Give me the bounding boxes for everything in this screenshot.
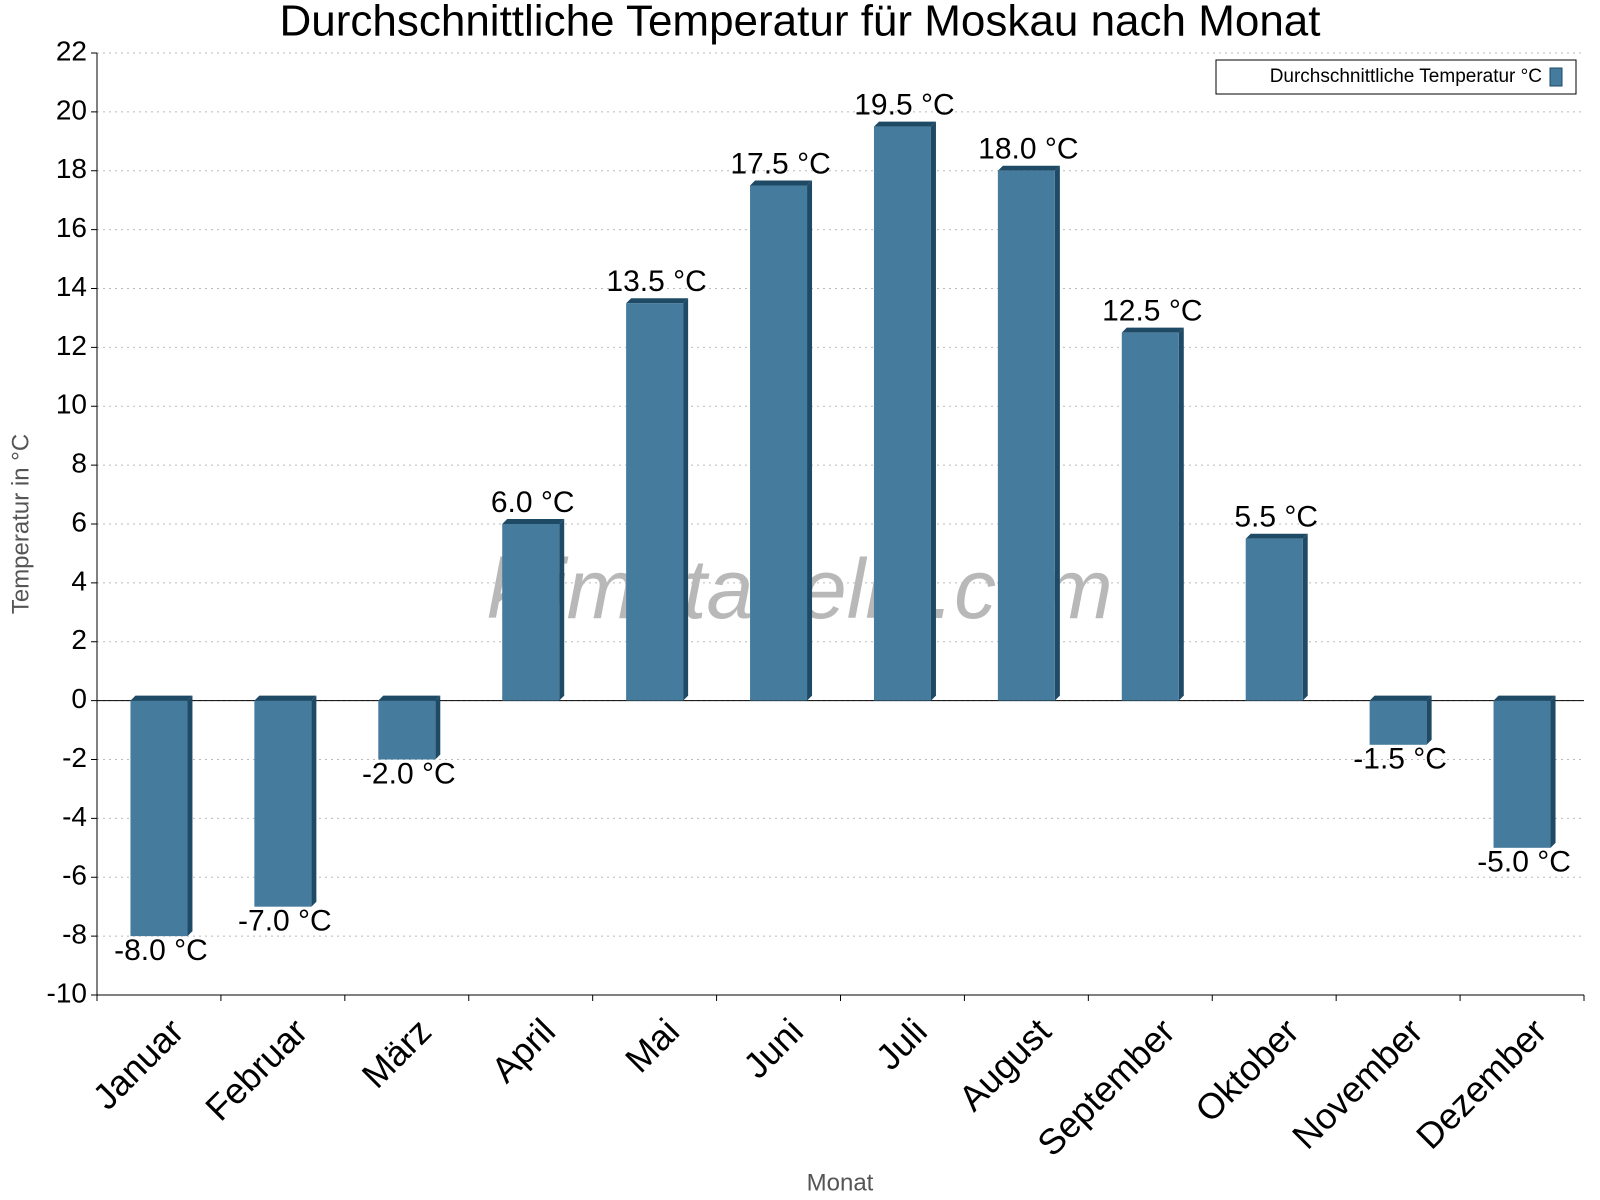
bar <box>626 303 684 701</box>
bar-top <box>1121 327 1184 333</box>
bar <box>873 126 931 701</box>
x-tick-label: November <box>1284 1010 1430 1156</box>
bar-top <box>130 695 193 701</box>
y-tick-label: -4 <box>62 801 87 832</box>
y-tick-label: 16 <box>56 212 87 243</box>
bar <box>750 185 808 701</box>
bar <box>1121 332 1179 701</box>
x-tick-label: Dezember <box>1408 1010 1554 1156</box>
y-tick-label: 14 <box>56 271 87 302</box>
x-tick-label: März <box>354 1010 440 1096</box>
y-tick-label: 22 <box>56 35 87 66</box>
bar-side <box>1178 327 1184 701</box>
value-label: 6.0 °C <box>491 486 575 519</box>
bar-side <box>435 695 441 760</box>
y-axis-label: Temperatur in °C <box>7 434 34 614</box>
x-tick-label: Januar <box>85 1010 192 1117</box>
x-tick-label: Oktober <box>1187 1010 1307 1130</box>
bar-side <box>1426 695 1432 745</box>
bar-side <box>559 519 565 701</box>
y-tick-label: 6 <box>71 506 87 537</box>
y-tick-label: -6 <box>62 860 87 891</box>
y-tick-label: 8 <box>71 448 87 479</box>
legend-box <box>1215 59 1577 95</box>
bar <box>130 700 188 937</box>
y-tick-label: -10 <box>47 977 87 1008</box>
bar <box>378 700 436 760</box>
x-axis-label: Monat <box>807 1169 874 1196</box>
value-label: 12.5 °C <box>1102 295 1202 328</box>
bar-top <box>1245 533 1308 539</box>
bar-side <box>930 121 936 701</box>
x-tick-label: Juli <box>868 1010 935 1077</box>
bar-top <box>378 695 441 701</box>
legend-swatch <box>1549 67 1563 87</box>
bar <box>1493 700 1551 848</box>
y-tick-label: 20 <box>56 94 87 125</box>
y-tick-label: 18 <box>56 153 87 184</box>
x-tick-label: Mai <box>617 1010 687 1080</box>
bar-side <box>187 695 193 937</box>
bar-side <box>683 298 689 701</box>
y-tick-label: -8 <box>62 919 87 950</box>
bar <box>254 700 312 907</box>
bar-side <box>311 695 317 907</box>
y-tick-label: 4 <box>71 565 87 596</box>
bar <box>502 524 560 701</box>
value-label: -5.0 °C <box>1477 846 1571 879</box>
y-tick-label: 10 <box>56 389 87 420</box>
x-tick-label: Februar <box>197 1010 315 1128</box>
bar <box>997 170 1055 701</box>
legend-label: Durchschnittliche Temperatur °C <box>1270 66 1542 87</box>
bar-top <box>997 165 1060 171</box>
value-label: 19.5 °C <box>854 89 954 122</box>
value-label: 13.5 °C <box>606 265 706 298</box>
bar-side <box>1054 165 1060 701</box>
value-label: -7.0 °C <box>238 905 332 938</box>
bar-top <box>873 121 936 127</box>
value-label: 17.5 °C <box>730 147 830 180</box>
bar-side <box>1302 533 1308 701</box>
y-tick-label: 0 <box>71 683 87 714</box>
bar <box>1245 538 1303 701</box>
bar-side <box>1550 695 1556 848</box>
value-label: -2.0 °C <box>362 757 456 790</box>
bar-side <box>807 180 813 701</box>
bar <box>1369 700 1427 745</box>
chart-title: Durchschnittliche Temperatur für Moskau … <box>279 0 1320 46</box>
value-label: 18.0 °C <box>978 133 1078 166</box>
bar-top <box>750 180 813 186</box>
x-tick-label: April <box>483 1010 563 1090</box>
y-tick-label: -2 <box>62 742 87 773</box>
x-tick-label: August <box>951 1010 1059 1118</box>
bar-top <box>254 695 317 701</box>
value-label: 5.5 °C <box>1234 501 1318 534</box>
bar-top <box>626 298 689 304</box>
value-label: -8.0 °C <box>114 934 208 967</box>
x-tick-label: Juni <box>735 1010 811 1086</box>
bar-top <box>502 519 565 524</box>
y-tick-label: 2 <box>71 624 87 655</box>
value-label: -1.5 °C <box>1353 743 1447 776</box>
bar-top <box>1493 695 1556 701</box>
y-tick-label: 12 <box>56 330 87 361</box>
bar-top <box>1369 695 1432 701</box>
